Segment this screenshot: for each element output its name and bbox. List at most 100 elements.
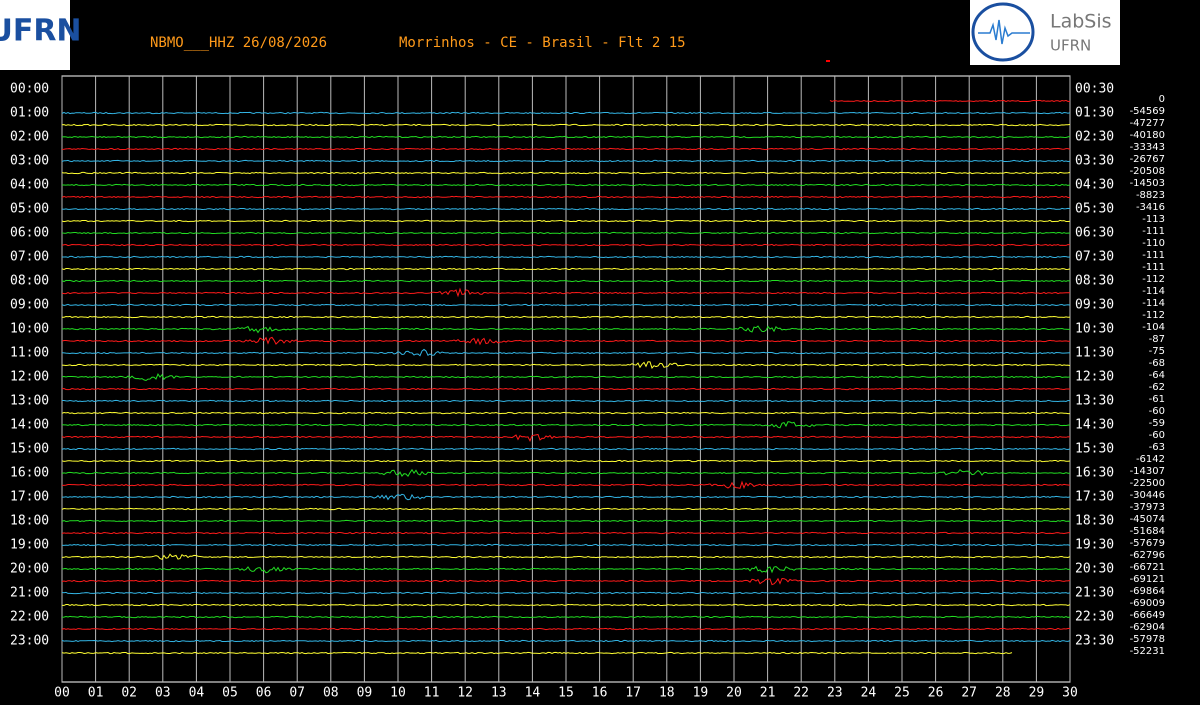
x-tick-label: 26 (928, 686, 944, 701)
left-label: 12:00 (10, 370, 49, 385)
trace (61, 565, 1071, 574)
trace (62, 255, 1071, 259)
labsis-logo-ring (971, 2, 1035, 62)
trace (61, 111, 1071, 115)
offset-label: -60 (1149, 430, 1165, 441)
offset-label: -57679 (1130, 538, 1165, 549)
offset-label: -62 (1149, 382, 1165, 393)
offset-label: -14503 (1130, 178, 1165, 189)
offset-label: -61 (1149, 394, 1165, 405)
x-tick-label: 09 (357, 686, 373, 701)
offset-label: -22500 (1130, 478, 1165, 489)
offset-label: -30446 (1130, 490, 1165, 501)
trace (61, 480, 1071, 490)
x-tick-label: 15 (558, 686, 574, 701)
offset-label: -69009 (1130, 598, 1165, 609)
trace (61, 507, 1071, 511)
trace (61, 325, 1071, 334)
trace (61, 591, 1071, 595)
marker (826, 60, 830, 62)
right-label: 11:30 (1075, 346, 1114, 361)
offset-label: -66721 (1130, 562, 1165, 573)
right-label: 23:30 (1075, 634, 1114, 649)
offset-label: -8823 (1136, 190, 1165, 201)
left-label: 18:00 (10, 514, 49, 529)
trace (62, 603, 1071, 607)
offset-label: -63 (1149, 442, 1165, 453)
trace (61, 651, 1013, 655)
offset-label: -69864 (1130, 586, 1165, 597)
left-label: 17:00 (10, 490, 49, 505)
right-label: 19:30 (1075, 538, 1114, 553)
trace (61, 433, 1071, 443)
trace (61, 243, 1071, 247)
right-label: 18:30 (1075, 514, 1114, 529)
trace (61, 577, 1071, 586)
trace (61, 279, 1071, 283)
offset-label: -111 (1142, 250, 1165, 261)
x-tick-label: 24 (861, 686, 877, 701)
x-tick-label: 21 (760, 686, 776, 701)
x-tick-label: 19 (693, 686, 709, 701)
trace (61, 615, 1071, 619)
offset-label: -3416 (1136, 202, 1165, 213)
offset-label: -114 (1142, 298, 1165, 309)
x-tick-label: 08 (323, 686, 339, 701)
left-label: 11:00 (10, 346, 49, 361)
offset-label: -37973 (1130, 502, 1165, 513)
offset-label: -104 (1142, 322, 1165, 333)
x-tick-label: 10 (390, 686, 406, 701)
right-label: 10:30 (1075, 322, 1114, 337)
x-tick-label: 04 (189, 686, 205, 701)
x-tick-label: 06 (256, 686, 272, 701)
left-label: 22:00 (10, 610, 49, 625)
offset-label: -62904 (1130, 622, 1165, 633)
right-label: 03:30 (1075, 154, 1114, 169)
trace (61, 553, 1071, 560)
x-tick-label: 14 (525, 686, 541, 701)
offset-label: -69121 (1130, 574, 1165, 585)
offset-label: -33343 (1130, 142, 1165, 153)
left-label: 19:00 (10, 538, 49, 553)
trace (61, 421, 1071, 429)
x-tick-label: 12 (457, 686, 473, 701)
offset-label: 0 (1159, 94, 1165, 105)
trace (62, 183, 1071, 187)
labsis-logo-wave (978, 19, 1030, 45)
left-label: 00:00 (10, 82, 49, 97)
trace (61, 639, 1071, 643)
x-tick-label: 29 (1029, 686, 1045, 701)
trace (61, 468, 1071, 478)
left-label: 03:00 (10, 154, 49, 169)
x-tick-label: 16 (592, 686, 608, 701)
trace (61, 543, 1071, 547)
trace (61, 361, 1071, 369)
trace (61, 519, 1071, 523)
offset-label: -64 (1149, 370, 1165, 381)
x-tick-label: 22 (793, 686, 809, 701)
left-label: 07:00 (10, 250, 49, 265)
trace (829, 99, 1071, 103)
offset-label: -75 (1149, 346, 1165, 357)
offset-label: -20508 (1130, 166, 1165, 177)
offset-label: -54569 (1130, 106, 1165, 117)
offset-label: -111 (1142, 226, 1165, 237)
right-label: 21:30 (1075, 586, 1114, 601)
offset-label: -110 (1142, 238, 1165, 249)
left-label: 23:00 (10, 634, 49, 649)
x-tick-label: 02 (121, 686, 137, 701)
trace (61, 207, 1071, 211)
x-tick-label: 28 (995, 686, 1011, 701)
x-tick-label: 27 (961, 686, 977, 701)
trace (61, 336, 1071, 346)
offset-label: -26767 (1130, 154, 1165, 165)
right-label: 04:30 (1075, 178, 1114, 193)
x-tick-label: 17 (625, 686, 641, 701)
trace (61, 373, 1071, 382)
offset-label: -62796 (1130, 550, 1165, 561)
ufrn-logo-box (0, 0, 70, 70)
right-label: 15:30 (1075, 442, 1114, 457)
offset-label: -6142 (1136, 454, 1165, 465)
trace (61, 219, 1071, 223)
